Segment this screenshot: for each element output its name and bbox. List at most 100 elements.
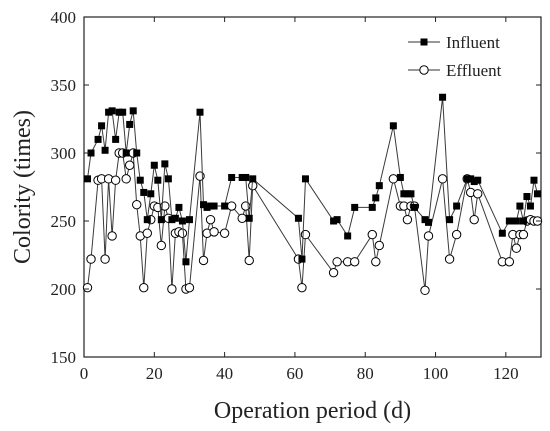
data-point-influent: [129, 107, 137, 115]
data-point-influent: [400, 190, 408, 198]
series-effluent: [82, 148, 543, 296]
data-point-influent: [330, 217, 338, 225]
data-point-influent: [526, 202, 534, 210]
data-point-influent: [351, 203, 359, 211]
series-influent: [84, 93, 541, 266]
data-point-effluent: [177, 228, 188, 238]
y-tick-label: 400: [51, 8, 77, 27]
data-point-influent: [249, 175, 257, 183]
data-point-effluent: [437, 174, 448, 184]
x-tick-label: 0: [80, 364, 89, 383]
data-point-influent: [505, 217, 513, 225]
data-point-effluent: [297, 282, 307, 293]
data-point-influent: [453, 202, 461, 210]
data-point-effluent: [451, 229, 462, 240]
legend: Influent Effluent: [408, 33, 502, 80]
data-point-influent: [425, 218, 433, 226]
data-point-effluent: [86, 254, 96, 264]
data-point-influent: [101, 146, 109, 154]
data-point-influent: [467, 175, 475, 183]
data-point-influent: [294, 214, 302, 222]
data-point-effluent: [237, 213, 247, 223]
x-tick-label: 80: [357, 364, 374, 383]
data-point-influent: [463, 175, 471, 183]
data-point-influent: [164, 175, 172, 183]
data-point-effluent: [121, 174, 131, 184]
data-point-influent: [421, 216, 429, 224]
data-point-effluent: [473, 189, 483, 199]
legend-marker-influent: [420, 38, 428, 46]
data-point-influent: [210, 202, 218, 210]
data-point-influent: [84, 175, 92, 183]
data-point-influent: [245, 214, 253, 222]
data-point-influent: [389, 122, 397, 130]
data-point-influent: [147, 190, 155, 198]
data-point-influent: [150, 161, 158, 169]
x-axis-title: Operation period (d): [214, 398, 411, 424]
x-tick-label: 40: [216, 364, 233, 383]
data-point-effluent: [132, 199, 142, 210]
data-point-effluent: [469, 214, 479, 225]
data-point-influent: [185, 216, 193, 224]
data-point-effluent: [374, 240, 384, 251]
data-point-influent: [298, 255, 306, 263]
data-point-effluent: [198, 255, 209, 266]
data-point-influent: [516, 202, 524, 210]
data-point-influent: [161, 160, 169, 168]
data-point-influent: [512, 217, 520, 225]
data-point-effluent: [139, 282, 149, 293]
data-point-influent: [143, 216, 151, 224]
data-point-effluent: [167, 284, 177, 294]
data-point-influent: [439, 93, 447, 101]
data-point-influent: [196, 108, 204, 116]
data-point-influent: [105, 108, 113, 116]
data-point-influent: [470, 178, 478, 186]
data-point-influent: [122, 149, 130, 157]
data-point-influent: [182, 258, 190, 266]
data-point-influent: [119, 108, 127, 116]
data-point-influent: [446, 216, 454, 224]
data-point-effluent: [184, 282, 195, 293]
data-point-influent: [94, 135, 102, 143]
data-point-influent: [372, 194, 380, 202]
data-point-influent: [115, 108, 123, 116]
data-point-influent: [108, 107, 116, 115]
legend-item-effluent: Effluent: [408, 61, 502, 80]
data-point-influent: [133, 149, 141, 157]
data-point-influent: [98, 122, 106, 130]
data-point-effluent: [349, 257, 360, 267]
legend-marker-effluent: [419, 65, 429, 75]
data-point-influent: [178, 217, 186, 225]
y-tick-label: 300: [51, 144, 77, 163]
data-point-influent: [533, 190, 541, 198]
data-point-influent: [333, 216, 341, 224]
data-point-effluent: [444, 254, 455, 264]
x-tick-label: 20: [146, 364, 163, 383]
data-point-influent: [175, 203, 183, 211]
legend-label-effluent: Effluent: [446, 61, 502, 80]
y-axis-ticks: 150 200 250 300 350 400: [51, 8, 541, 367]
plot-area: [82, 16, 543, 358]
y-tick-label: 150: [51, 348, 77, 367]
data-point-effluent: [518, 229, 529, 240]
data-point-influent: [530, 176, 538, 184]
series-layer: [82, 93, 543, 296]
data-point-influent: [171, 214, 179, 222]
data-point-effluent: [367, 229, 377, 240]
x-tick-label: 120: [493, 364, 519, 383]
data-point-influent: [410, 203, 418, 211]
data-point-effluent: [82, 282, 93, 293]
x-axis-ticks: 0 20 40 60 80 100 120: [80, 17, 519, 383]
data-point-effluent: [219, 228, 230, 238]
data-point-influent: [168, 216, 176, 224]
data-point-effluent: [209, 227, 219, 237]
data-point-influent: [368, 203, 376, 211]
data-point-effluent: [107, 231, 117, 241]
data-point-influent: [87, 149, 95, 157]
data-point-influent: [474, 176, 482, 184]
data-point-effluent: [156, 240, 167, 251]
x-tick-label: 60: [286, 364, 303, 383]
data-point-influent: [126, 120, 134, 128]
data-point-influent: [407, 190, 415, 198]
